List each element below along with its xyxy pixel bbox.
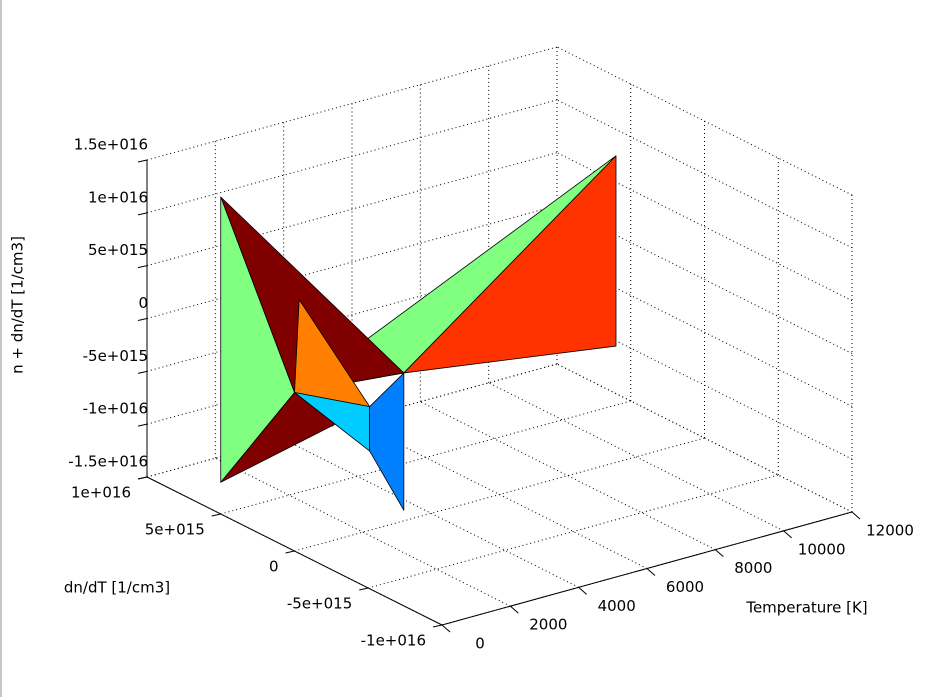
- x-tick-label: 12000: [866, 522, 914, 540]
- grid-line: [215, 457, 511, 607]
- z-tick-label: 0: [138, 294, 148, 312]
- x-tick-label: 6000: [666, 578, 704, 596]
- z-tick-label: -1e+016: [83, 400, 148, 418]
- grid-line: [294, 437, 705, 552]
- tick-mark: [137, 370, 148, 374]
- tick-mark: [510, 605, 519, 614]
- z-tick-label: 1e+016: [88, 188, 148, 206]
- grid-line: [146, 46, 558, 161]
- grid-line: [220, 400, 631, 515]
- grid-line: [146, 152, 558, 267]
- axis-line: [441, 511, 853, 626]
- tick-mark: [211, 513, 221, 517]
- tick-mark: [851, 511, 861, 520]
- grid-line: [368, 474, 779, 589]
- y-axis-label: dn/dT [1/cm3]: [64, 579, 170, 597]
- x-tick-label: 4000: [598, 597, 636, 615]
- z-axis-label: n + dn/dT [1/cm3]: [9, 236, 27, 374]
- x-tick-label: 10000: [798, 540, 846, 558]
- tick-mark: [578, 586, 587, 595]
- z-tick-label: -1.5e+016: [68, 453, 148, 471]
- tick-mark: [285, 550, 295, 554]
- tick-mark: [137, 318, 148, 321]
- y-tick-label: 1e+016: [71, 484, 131, 502]
- axis-line: [146, 476, 443, 626]
- z-tick-label: 1.5e+016: [74, 136, 148, 154]
- grid-line: [488, 382, 784, 532]
- tick-mark: [783, 530, 792, 539]
- y-tick-label: 5e+015: [145, 521, 205, 539]
- x-axis-label: Temperature [K]: [745, 599, 867, 617]
- grid-line: [146, 205, 558, 319]
- y-tick-label: 0: [269, 558, 279, 576]
- tick-mark: [137, 212, 148, 216]
- tick-mark: [359, 587, 369, 591]
- tick-mark: [137, 423, 148, 427]
- tick-mark: [137, 476, 148, 480]
- z-tick-label: 5e+015: [88, 241, 148, 259]
- grid-line: [283, 438, 579, 588]
- tick-mark: [441, 624, 451, 633]
- tick-mark: [137, 265, 148, 269]
- x-tick-label: 0: [475, 635, 485, 653]
- tick-mark: [137, 159, 148, 163]
- tick-mark: [646, 568, 656, 576]
- surface-face: [220, 196, 295, 483]
- grid-line: [146, 99, 558, 214]
- y-tick-label: -5e+015: [287, 595, 352, 613]
- x-tick-label: 8000: [734, 559, 772, 577]
- grid-line: [146, 257, 558, 372]
- y-tick-label: -1e+016: [361, 632, 426, 650]
- surface-face: [369, 372, 405, 511]
- tick-mark: [432, 624, 443, 628]
- surface-face: [403, 155, 617, 374]
- z-tick-label: -5e+015: [83, 347, 148, 365]
- grid-line: [420, 401, 716, 551]
- x-tick-label: 2000: [529, 616, 567, 634]
- tick-mark: [715, 549, 724, 558]
